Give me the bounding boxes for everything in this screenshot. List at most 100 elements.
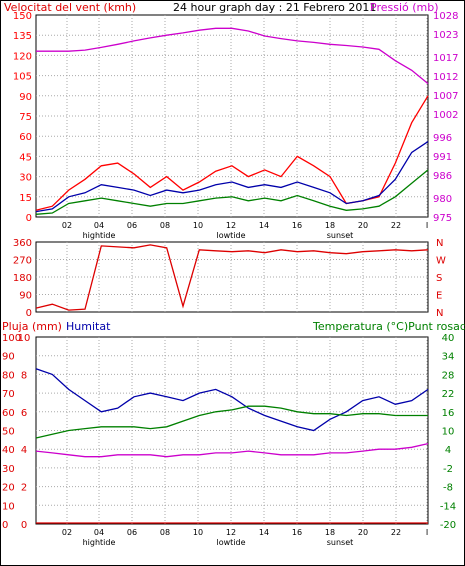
- humidity-x-tick-label: 08: [160, 528, 170, 537]
- pressure-y-tick-label: 1023: [433, 30, 458, 41]
- wind-x-tick-label: 18: [325, 221, 335, 230]
- humidity-x-tick-label: 02: [62, 528, 72, 537]
- pressure-y-tick-label: 1007: [433, 91, 458, 102]
- humidity-x-tick-label: 16: [292, 528, 302, 537]
- wind-average-line: [35, 141, 429, 213]
- rain-y-tick-label: 8: [21, 370, 27, 381]
- wind-minimum-line: [35, 169, 429, 215]
- chart-title: 24 hour graph day : 21 Febrero 2011: [173, 1, 376, 14]
- wind-x-tick-label: 12: [226, 221, 236, 230]
- temperature-y-tick-label: 34: [442, 352, 455, 363]
- direction-y-tick-label: 270: [13, 256, 32, 267]
- wind-y-tick-label: 15: [19, 193, 32, 204]
- direction-compass-label: S: [436, 273, 442, 284]
- temperature-y-tick-label: -20: [440, 520, 456, 531]
- humidity-x-annotation: sunset: [327, 538, 354, 547]
- humidity-y-tick-label: 40: [2, 445, 15, 456]
- wind-y-tick-label: 60: [19, 132, 32, 143]
- wind-x-tick-label: I: [426, 221, 428, 230]
- humidity-x-tick-label: 12: [226, 528, 236, 537]
- wind-y-tick-label: 75: [19, 112, 32, 123]
- rain-y-tick-label: 0: [21, 520, 27, 531]
- humidity-y-tick-label: 0: [2, 520, 8, 531]
- rain-y-tick-label: 4: [21, 445, 27, 456]
- pressure-y-tick-label: 1002: [433, 110, 458, 121]
- pressure-line: [36, 27, 429, 85]
- wind-x-tick-label: 10: [193, 221, 203, 230]
- wind-x-tick-label: 20: [358, 221, 368, 230]
- rain-axis-label: Pluja (mm): [2, 320, 62, 333]
- pressure-y-tick-label: 991: [433, 152, 452, 163]
- wind-y-tick-label: 150: [13, 11, 32, 22]
- tick-label-layer: 0153045607590105120135150975980986991996…: [2, 11, 458, 547]
- wind-y-tick-label: 105: [13, 72, 32, 83]
- wind-x-tick-label: 02: [62, 221, 72, 230]
- wind-y-tick-label: 45: [19, 152, 32, 163]
- temperature-y-tick-label: 22: [442, 389, 455, 400]
- temperature-y-tick-label: 28: [442, 370, 455, 381]
- humidity-x-tick-label: 14: [259, 528, 269, 537]
- wind-x-tick-label: 14: [259, 221, 269, 230]
- wind-x-tick-label: 06: [127, 221, 137, 230]
- pressure-y-tick-label: 980: [433, 194, 452, 205]
- humidity-y-tick-label: 10: [2, 501, 15, 512]
- temperature-y-tick-label: 4: [445, 445, 451, 456]
- direction-y-tick-label: 0: [26, 308, 32, 319]
- temperature-y-tick-label: -14: [440, 501, 456, 512]
- direction-compass-label: N: [436, 238, 443, 249]
- humidity-x-tick-label: I: [426, 528, 428, 537]
- wind-x-annotation: sunset: [327, 231, 354, 240]
- humidity-axis-label: Humitat: [66, 320, 111, 333]
- humidity-x-tick-label: 20: [358, 528, 368, 537]
- humidity-y-tick-label: 30: [2, 464, 15, 475]
- humidity-y-tick-label: 100: [2, 333, 21, 344]
- humidity-line: [35, 368, 429, 432]
- dewpoint-line: [35, 442, 429, 458]
- humidity-y-tick-label: 90: [2, 352, 15, 363]
- wind-x-tick-label: 08: [160, 221, 170, 230]
- pressure-y-tick-label: 996: [433, 133, 452, 144]
- humidity-x-tick-label: 18: [325, 528, 335, 537]
- temperature-y-tick-label: -2: [443, 464, 453, 475]
- humidity-y-tick-label: 80: [2, 370, 15, 381]
- direction-y-tick-label: 180: [13, 273, 32, 284]
- humidity-x-tick-label: 22: [391, 528, 401, 537]
- rain-y-tick-label: 10: [18, 333, 31, 344]
- temperature-y-tick-label: -8: [443, 483, 453, 494]
- temperature-y-tick-label: 10: [442, 427, 455, 438]
- wind-direction-line: [35, 244, 429, 311]
- temperature-y-tick-label: 16: [442, 408, 455, 419]
- humidity-y-tick-label: 20: [2, 483, 15, 494]
- wind-y-tick-label: 0: [26, 213, 32, 224]
- wind-y-tick-label: 120: [13, 51, 32, 62]
- series-layer: [35, 27, 429, 524]
- pressure-y-tick-label: 1028: [433, 11, 458, 22]
- direction-y-tick-label: 90: [19, 291, 32, 302]
- humidity-x-tick-label: 04: [94, 528, 104, 537]
- wind-y-tick-label: 135: [13, 31, 32, 42]
- humidity-x-tick-label: 06: [127, 528, 137, 537]
- humidity-y-tick-label: 50: [2, 427, 15, 438]
- wind-y-tick-label: 90: [19, 92, 32, 103]
- direction-compass-label: E: [436, 291, 442, 302]
- pressure-y-tick-label: 1017: [433, 53, 458, 64]
- pressure-y-tick-label: 975: [433, 213, 452, 224]
- humidity-y-tick-label: 70: [2, 389, 15, 400]
- wind-x-annotation: lowtide: [216, 231, 245, 240]
- temperature-axis-label: Temperatura (°C)Punt rosada: [312, 320, 465, 333]
- direction-compass-label: N: [436, 308, 443, 319]
- wind-y-tick-label: 30: [19, 173, 32, 184]
- rain-y-tick-label: 2: [21, 483, 27, 494]
- direction-y-tick-label: 360: [13, 238, 32, 249]
- temperature-y-tick-label: 40: [442, 333, 455, 344]
- humidity-x-tick-label: 10: [193, 528, 203, 537]
- wind-axis-label: Velocitat del vent (kmh): [4, 1, 136, 14]
- pressure-axis-label: Pressió (mb): [370, 1, 439, 14]
- humidity-y-tick-label: 60: [2, 408, 15, 419]
- wind-x-tick-label: 22: [391, 221, 401, 230]
- rain-y-tick-label: 6: [21, 408, 27, 419]
- wind-x-tick-label: 16: [292, 221, 302, 230]
